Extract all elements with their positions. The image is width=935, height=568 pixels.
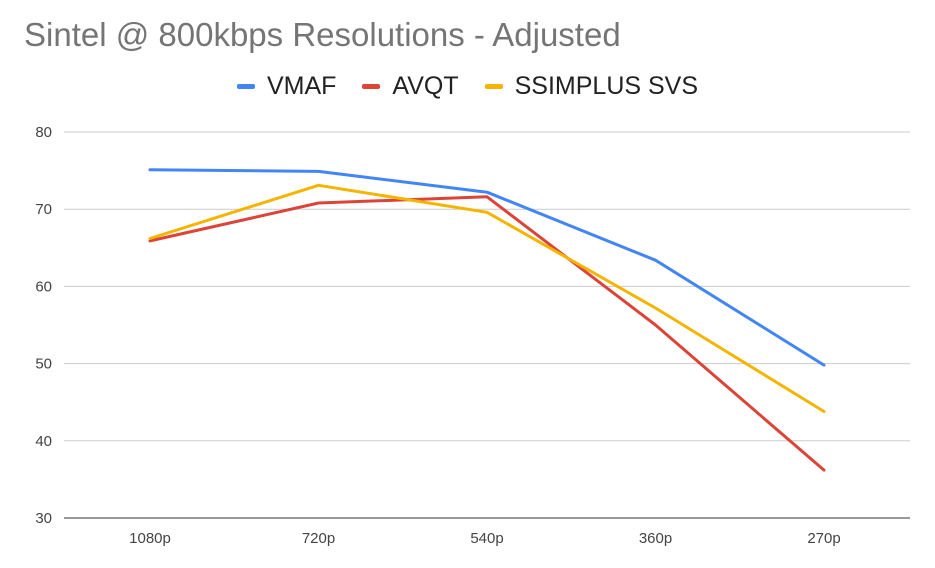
chart-legend: VMAF AVQT SSIMPLUS SVS — [0, 72, 935, 101]
x-tick-label: 1080p — [129, 530, 171, 547]
y-tick-label: 80 — [35, 124, 52, 141]
legend-swatch-vmaf — [236, 84, 255, 89]
x-tick-label: 720p — [302, 530, 335, 547]
x-tick-label: 360p — [639, 530, 672, 547]
legend-item-avqt: AVQT — [362, 72, 459, 101]
y-tick-label: 30 — [35, 510, 52, 527]
y-tick-label: 70 — [35, 201, 52, 218]
y-tick-label: 40 — [35, 433, 52, 450]
y-tick-label: 50 — [35, 356, 52, 373]
series-line-avqt — [148, 195, 826, 472]
x-tick-label: 270p — [807, 530, 840, 547]
legend-label-avqt: AVQT — [392, 72, 459, 100]
legend-label-vmaf: VMAF — [266, 72, 337, 100]
legend-item-vmaf: VMAF — [236, 72, 337, 101]
series-line-vmaf — [148, 168, 826, 367]
legend-swatch-ssimplus — [484, 84, 503, 89]
x-tick-label: 540p — [470, 530, 503, 547]
legend-label-ssimplus: SSIMPLUS SVS — [514, 72, 699, 100]
legend-item-ssimplus: SSIMPLUS SVS — [484, 72, 699, 101]
series-line-ssimplus-svs — [148, 183, 826, 413]
y-tick-label: 60 — [35, 278, 52, 295]
legend-swatch-avqt — [362, 84, 381, 89]
chart-title: Sintel @ 800kbps Resolutions - Adjusted — [24, 16, 621, 53]
